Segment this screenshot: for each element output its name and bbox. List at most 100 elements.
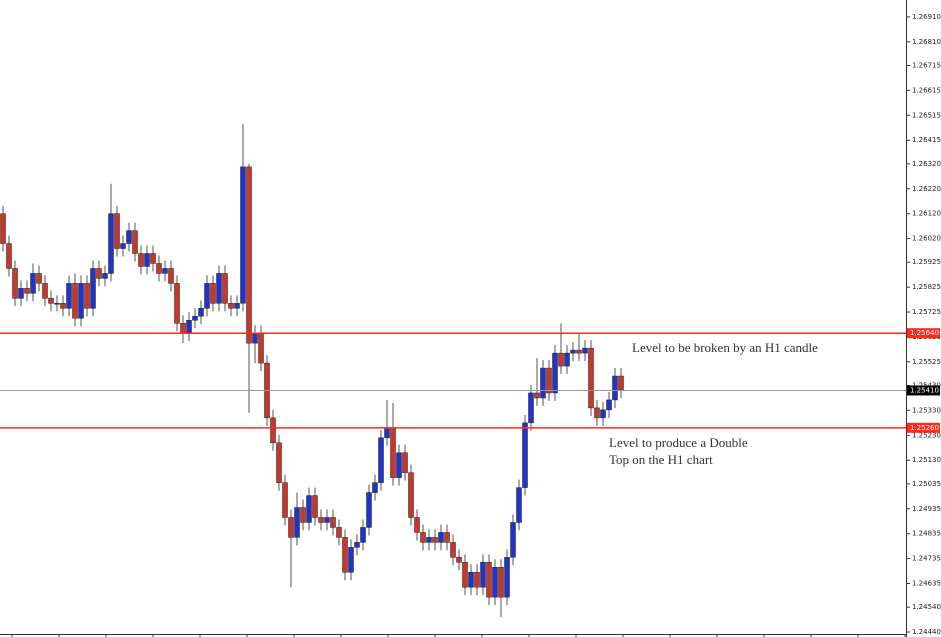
candle-body [84, 283, 90, 309]
candle-body [450, 542, 456, 558]
candle-body [600, 409, 606, 419]
candle-body [300, 507, 306, 523]
price-box [907, 422, 940, 433]
candle-body [240, 166, 246, 304]
candle-body [492, 567, 498, 598]
annotation: Level to produce a Double [609, 435, 748, 450]
y-tick-label: 1.25925 [912, 258, 941, 266]
candle-body [108, 213, 114, 274]
candle-body [336, 527, 342, 538]
candle-body [480, 562, 486, 588]
y-tick-label: 1.26320 [912, 160, 941, 168]
candle-body [138, 253, 144, 267]
candle-body [114, 213, 120, 249]
candle-body [534, 392, 540, 399]
candle-body [126, 230, 132, 244]
candle-body [282, 482, 288, 518]
candle-body [540, 367, 546, 399]
candle-body [528, 392, 534, 424]
candle-body [360, 527, 366, 543]
candle-body [522, 422, 528, 488]
candle-body [180, 322, 186, 334]
y-tick-label: 1.24835 [912, 530, 941, 538]
candle-body [576, 349, 582, 354]
y-tick-label: 1.26515 [912, 111, 941, 119]
candle-body [324, 517, 330, 523]
y-tick-label: 1.26810 [912, 38, 941, 46]
candle-body [318, 517, 324, 523]
candle-body [156, 263, 162, 274]
candle-body [0, 213, 6, 244]
candle-body [234, 303, 240, 309]
candle-body [444, 532, 450, 543]
candle-body [102, 273, 108, 279]
y-tick-label: 1.26415 [912, 136, 941, 144]
candle-body [90, 268, 96, 309]
candle-body [330, 517, 336, 528]
candle-body [408, 472, 414, 518]
candle-body [306, 495, 312, 523]
candle-body [618, 375, 624, 391]
y-tick-label: 1.26715 [912, 61, 941, 69]
candle-body [12, 268, 18, 299]
y-tick-label: 1.25725 [912, 308, 941, 316]
y-tick-label: 1.25525 [912, 358, 941, 366]
candle-body [30, 273, 36, 294]
candle-body [384, 427, 390, 439]
candle-body [390, 427, 396, 478]
candle-body [402, 452, 408, 473]
candle-body [582, 347, 588, 354]
candle-body [150, 253, 156, 264]
plot: 1.26910 1.26810 1.26715 1.26615 1.26515 1.264… [0, 13, 941, 637]
candle-body [42, 283, 48, 299]
candle-body [438, 532, 444, 543]
candle-body [210, 283, 216, 304]
candle-body [216, 273, 222, 304]
candle-body [432, 537, 438, 543]
y-tick-label: 1.24935 [912, 505, 941, 513]
y-tick-label: 1.26615 [912, 86, 941, 94]
candle-body [162, 268, 168, 274]
candle-body [378, 437, 384, 483]
candle-body [6, 243, 12, 269]
y-tick-label: 1.26220 [912, 185, 941, 193]
candle-body [36, 273, 42, 284]
candle-body [552, 352, 558, 394]
candle-body [96, 268, 102, 279]
y-tick-label: 1.25825 [912, 283, 941, 291]
candle-body [396, 452, 402, 478]
candle-body [24, 288, 30, 294]
candle-body [594, 407, 600, 419]
y-tick-label: 1.25230 [912, 431, 941, 439]
y-tick-label: 1.25130 [912, 456, 941, 464]
candle-body [354, 542, 360, 548]
y-tick-label: 1.25035 [912, 480, 941, 488]
candle-body [198, 308, 204, 317]
candle-body [504, 557, 510, 598]
candle-body [120, 243, 126, 249]
candle-body [558, 352, 564, 367]
candle-body [612, 375, 618, 401]
candle-body [66, 283, 72, 309]
candle-body [60, 303, 66, 309]
candle-body [366, 492, 372, 528]
candle-body [468, 572, 474, 588]
price-box-label: 1.25640 [910, 329, 939, 337]
price-box [907, 328, 940, 339]
candle-body [258, 332, 264, 364]
candle-body [252, 332, 258, 344]
y-tick-label: 1.24440 [912, 628, 941, 636]
candle-body [348, 547, 354, 573]
candle-body [510, 522, 516, 558]
candle-body [288, 517, 294, 538]
candle-body [546, 367, 552, 394]
candle-body [174, 283, 180, 324]
candle-body [228, 303, 234, 309]
y-tick-label: 1.24540 [912, 603, 941, 611]
candle-body [222, 273, 228, 304]
candle-body [606, 399, 612, 411]
candle-body [78, 283, 84, 319]
candle-body [474, 572, 480, 588]
annotation: Level to be broken by an H1 candle [632, 340, 818, 355]
candle-body [294, 507, 300, 538]
